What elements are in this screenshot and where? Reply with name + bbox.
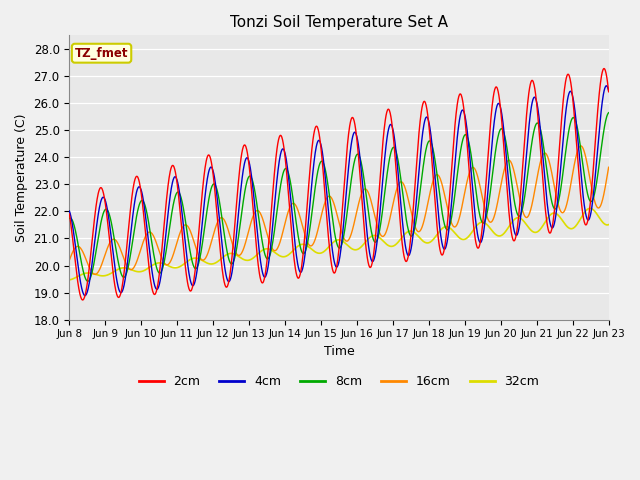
Y-axis label: Soil Temperature (C): Soil Temperature (C) — [15, 113, 28, 242]
Text: TZ_fmet: TZ_fmet — [75, 47, 128, 60]
Title: Tonzi Soil Temperature Set A: Tonzi Soil Temperature Set A — [230, 15, 448, 30]
X-axis label: Time: Time — [324, 345, 355, 358]
Legend: 2cm, 4cm, 8cm, 16cm, 32cm: 2cm, 4cm, 8cm, 16cm, 32cm — [134, 370, 545, 393]
